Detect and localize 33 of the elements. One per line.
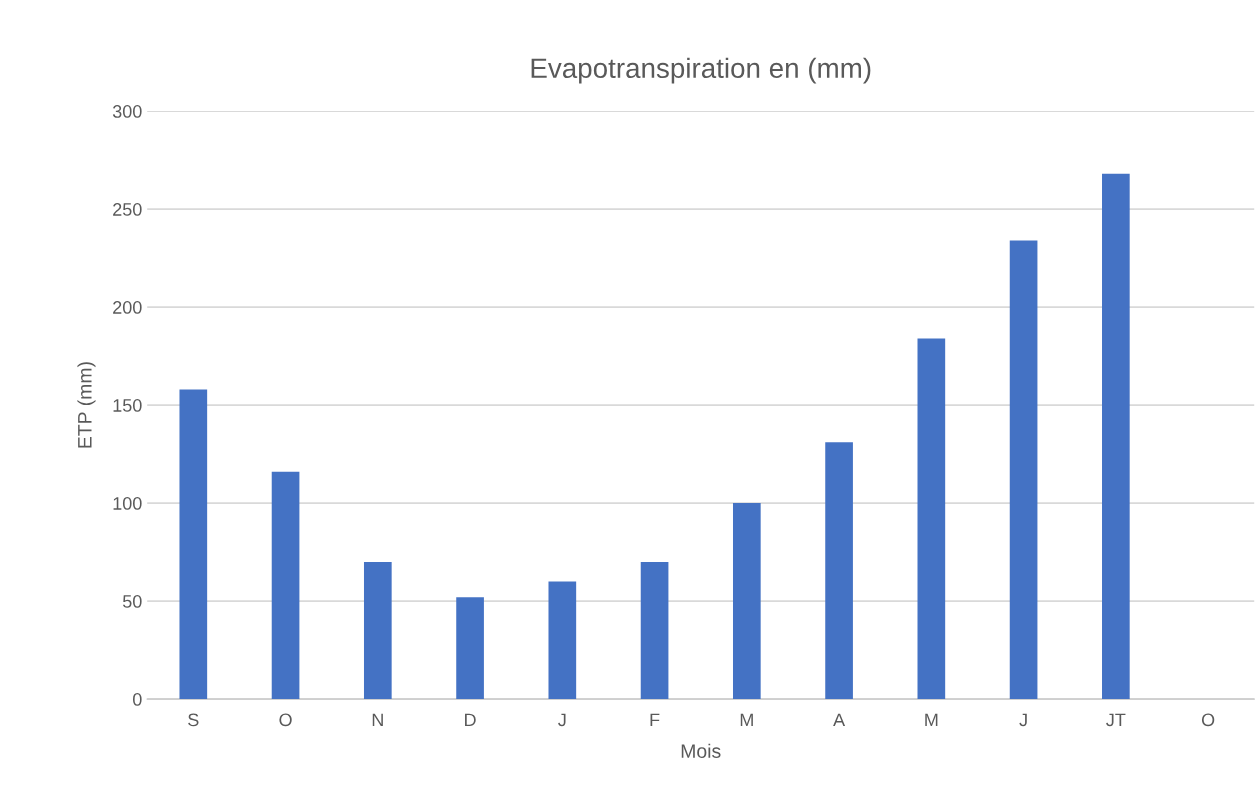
- bar: [825, 442, 853, 700]
- x-tick-label: M: [740, 713, 753, 727]
- x-tick-label: N: [372, 713, 383, 727]
- y-tick-label: 150: [113, 399, 142, 412]
- bar: [1009, 240, 1038, 700]
- x-tick-label: F: [650, 713, 660, 727]
- bar: [732, 503, 761, 700]
- bar: [363, 561, 392, 700]
- x-tick-label: J: [1019, 713, 1027, 727]
- y-axis-title: ETP (mm): [77, 362, 96, 448]
- bar: [456, 597, 484, 700]
- y-tick-label: 0: [132, 693, 142, 706]
- x-tick-label: S: [188, 713, 199, 727]
- x-tick-label: J: [558, 713, 566, 727]
- y-tick-label: 100: [113, 497, 142, 510]
- y-tick-label: 200: [113, 301, 142, 314]
- bar: [271, 471, 300, 700]
- bar: [640, 561, 669, 700]
- y-tick-label: 50: [122, 595, 142, 608]
- bar: [179, 389, 208, 700]
- bar: [1102, 173, 1130, 700]
- chart-title: Evapotranspiration en (mm): [531, 57, 871, 84]
- bar: [917, 338, 946, 700]
- y-tick-label: 300: [112, 105, 142, 118]
- x-tick-label: O: [279, 713, 292, 727]
- y-tick-label: 250: [113, 203, 142, 216]
- x-tick-label: D: [465, 713, 476, 727]
- x-tick-label: O: [1201, 713, 1215, 727]
- x-axis-title: Mois: [681, 743, 721, 758]
- bar: [548, 581, 577, 700]
- x-tick-label: JT: [1106, 713, 1126, 727]
- x-tick-label: A: [833, 713, 846, 727]
- x-tick-label: M: [925, 713, 938, 727]
